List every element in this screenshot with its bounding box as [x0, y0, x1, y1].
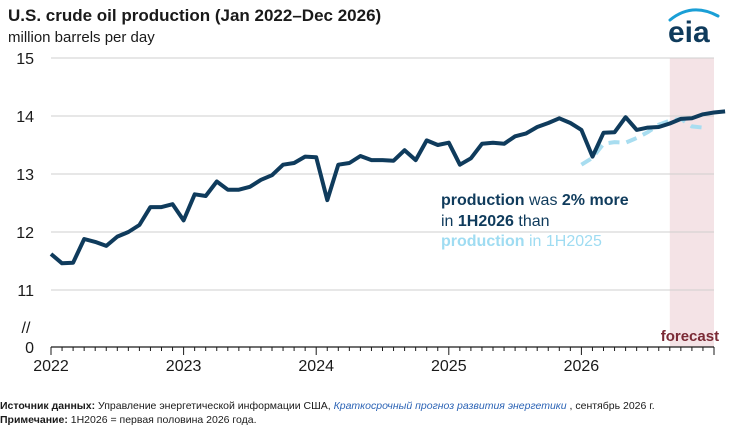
annotation-line-2: in 1H2026 than: [441, 213, 550, 230]
y-tick-label: 15: [16, 51, 34, 68]
eia-logo: eia: [668, 8, 720, 46]
chart-title: U.S. crude oil production (Jan 2022–Dec …: [8, 6, 382, 25]
x-tick-label: 2023: [166, 358, 202, 375]
y-axis-ticks: 0 11 12 13 14 15: [16, 51, 34, 357]
y-tick-label: 12: [16, 225, 34, 242]
x-tick-label: 2024: [298, 358, 334, 375]
source-tail: , сентябрь 2026 г.: [566, 400, 655, 412]
annotation-line-3: production in 1H2025: [441, 233, 602, 250]
x-tick-label: 2022: [33, 358, 69, 375]
x-tick-label: 2025: [431, 358, 467, 375]
x-tick-label: 2026: [564, 358, 600, 375]
annotation-text: production was 2% more in 1H2026 than pr…: [441, 192, 633, 250]
source-link[interactable]: Краткосрочный прогноз развития энергетик…: [333, 400, 567, 412]
logo-arc-icon: [668, 8, 720, 22]
note-text: 1H2026 = первая половина 2026 года.: [67, 414, 257, 426]
grid-lines: [51, 57, 714, 291]
source-note: Источник данных: Управление энергетическ…: [0, 400, 655, 412]
y-tick-label: 11: [17, 283, 34, 300]
x-axis-ticks: 2022 2023 2024 2025 2026: [33, 346, 715, 375]
annotation-line-1: production was 2% more: [441, 192, 629, 209]
logo-text: eia: [668, 16, 710, 46]
note-label: Примечание:: [0, 414, 68, 426]
source-text: Управление энергетической информации США…: [95, 400, 334, 412]
series-line-solid: [49, 109, 726, 266]
forecast-label: forecast: [661, 328, 719, 345]
source-label: Источник данных:: [0, 400, 96, 412]
chart-subtitle: million barrels per day: [8, 29, 155, 46]
y-tick-label: 14: [16, 109, 34, 126]
y-axis-break: //: [22, 320, 31, 337]
y-tick-label: 0: [25, 340, 34, 357]
forecast-shade: [669, 58, 714, 347]
note: Примечание: 1H2026 = первая половина 202…: [0, 414, 257, 426]
y-tick-label: 13: [16, 167, 34, 184]
